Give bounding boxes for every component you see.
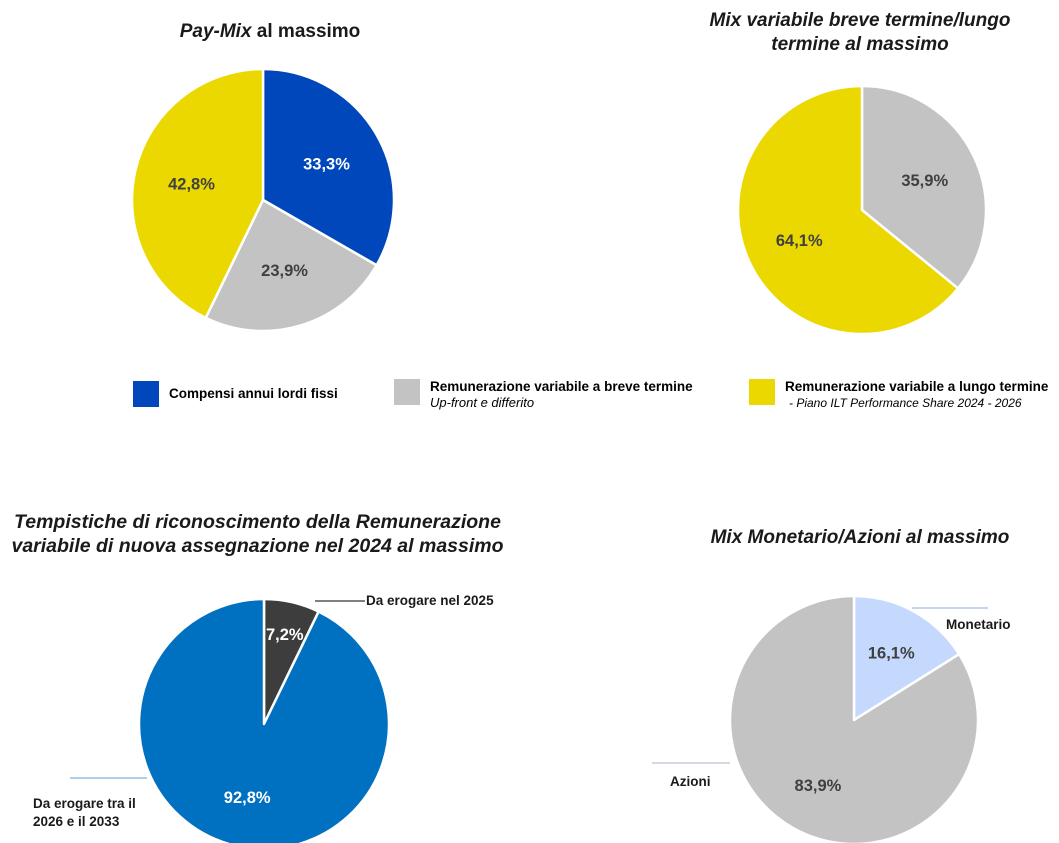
c3-small-slice-label: Da erogare nel 2025 <box>366 593 494 608</box>
legend-label-fixed: Compensi annui lordi fissi <box>169 386 338 401</box>
chart3-slice-2-label: 92,8% <box>224 789 271 807</box>
chart2-title-line1: Mix variabile breve termine/lungo <box>709 10 1011 31</box>
chart1-title-italic: Pay-Mix <box>179 21 252 42</box>
chart1-slice-1-label: 33,3% <box>303 155 350 173</box>
legend-swatch-short-term <box>394 379 420 405</box>
chart4-slice-1 <box>852 594 961 722</box>
legend-label-long-term: Remunerazione variabile a lungo termine <box>785 379 1049 394</box>
c3-large-slice-label-line1: Da erogare tra il <box>33 796 136 811</box>
c4-small-slice-label: Monetario <box>946 617 1011 632</box>
chart1-title: Pay-Mix al massimo <box>110 20 430 44</box>
chart4-slice-2 <box>728 594 980 843</box>
chart2-slice-1-label: 35,9% <box>901 172 948 190</box>
chart2-slice-2-label: 64,1% <box>776 232 823 250</box>
chart3-title-line1: Tempistiche di riconoscimento della Remu… <box>14 511 501 533</box>
legend-item-fixed: Compensi annui lordi fissi <box>133 381 338 407</box>
chart3-title: Tempistiche di riconoscimento della Remu… <box>0 510 515 558</box>
chart3-slice-2 <box>137 597 391 843</box>
c3-large-slice-label-line2: 2026 e il 2033 <box>33 814 120 829</box>
chart1-slice-2-label: 23,9% <box>261 262 308 280</box>
chart3-title-line2: variabile di nuova assegnazione nel 2024… <box>11 535 504 557</box>
chart4-title-text: Mix Monetario/Azioni al massimo <box>710 527 1010 548</box>
legend-swatch-fixed <box>133 381 159 407</box>
chart2-slice-1 <box>860 84 988 290</box>
chart4-title: Mix Monetario/Azioni al massimo <box>660 526 1059 550</box>
chart3-slice-1-label: 7,2% <box>266 626 304 644</box>
chart4-slice-1-label: 16,1% <box>868 645 915 663</box>
chart1-slice-3-label: 42,8% <box>168 176 215 194</box>
chart4-slice-2-label: 83,9% <box>795 777 842 795</box>
chart2-title: Mix variabile breve termine/lungo termin… <box>660 9 1059 57</box>
c3-large-slice-label: Da erogare tra il 2026 e il 2033 <box>33 795 136 831</box>
legend-sub-long-term: - Piano ILT Performance Share 2024 - 202… <box>789 396 1022 410</box>
chart2-slice-2 <box>736 84 960 336</box>
legend-item-long-term: Remunerazione variabile a lungo termine … <box>749 379 1048 411</box>
chart1-slice-1 <box>261 67 396 267</box>
legend-sub-short-term: Up-front e differito <box>430 395 535 410</box>
chart2-title-line2: termine al massimo <box>771 34 949 55</box>
legend-label-short-term: Remunerazione variabile a breve termine <box>430 379 693 394</box>
chart1-title-rest: al massimo <box>251 21 361 42</box>
c4-large-slice-label: Azioni <box>670 774 711 789</box>
legend-swatch-long-term <box>749 379 775 405</box>
chart1-slice-3 <box>130 67 265 320</box>
legend-item-short-term: Remunerazione variabile a breve termine … <box>394 379 693 411</box>
